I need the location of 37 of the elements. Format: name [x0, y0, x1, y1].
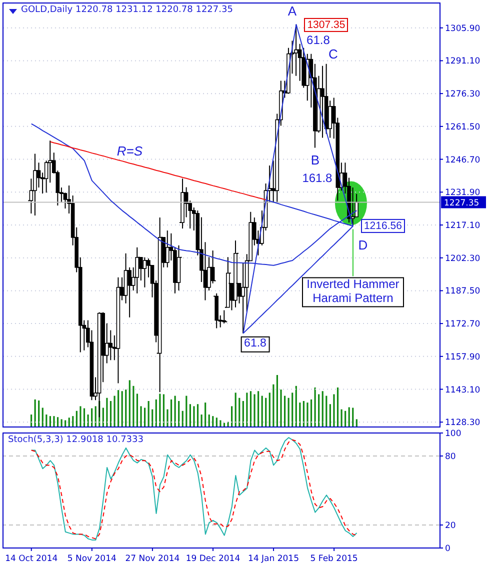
series-label: R=S: [116, 144, 143, 159]
y-tick-label: 1217.10: [445, 221, 480, 232]
y-tick-label: 1276.30: [445, 90, 480, 100]
y-tick-label: 20: [445, 521, 456, 532]
annotation: 61.8: [241, 336, 270, 352]
x-tick-label: 14 Oct 2014: [5, 554, 58, 564]
y-tick-label: 1187.50: [445, 286, 480, 297]
y-tick-label: 1246.70: [445, 155, 480, 166]
y-tick-label: 1157.90: [445, 352, 480, 362]
x-tick-label: 5 Nov 2014: [67, 554, 116, 564]
y-tick-label: 1202.30: [445, 254, 480, 264]
y-tick-label: 1305.90: [445, 24, 480, 34]
x-tick-label: 14 Jan 2015: [248, 554, 300, 564]
y-tick-label: 1231.90: [445, 188, 480, 198]
annotation: 61.8: [306, 32, 330, 48]
y-tick-label: 1128.30: [445, 418, 480, 428]
x-tick-label: 19 Dec 2014: [186, 554, 240, 564]
y-tick-label: 80: [445, 452, 456, 462]
x-tick-label: 5 Feb 2015: [310, 554, 358, 564]
annotation: A: [288, 3, 297, 20]
y-tick-label: 1291.10: [445, 56, 480, 67]
annotation: D: [358, 238, 368, 254]
annotation: C: [328, 46, 338, 62]
annotation: 1216.56: [360, 219, 405, 234]
y-tick-label: 1143.10: [445, 385, 480, 396]
annotation: 1307.35: [304, 18, 348, 32]
annotation: B: [310, 152, 320, 168]
y-tick-label: 0: [445, 544, 450, 554]
y-tick-label: 1261.50: [445, 122, 480, 132]
annotation: 161.8: [302, 170, 332, 186]
x-tick-label: 27 Nov 2014: [125, 554, 180, 564]
ref-line-label: 1227.35: [444, 198, 480, 209]
annotation: Inverted Hammer Harami Pattern: [302, 277, 404, 307]
chart-title: Stoch(5,3,3) 12.9018 10.7333: [8, 435, 144, 445]
y-tick-label: 100: [445, 429, 462, 440]
chart-title: GOLD,Daily 1220.78 1231.12 1220.78 1227.35: [21, 5, 233, 15]
y-tick-label: 1172.70: [445, 320, 480, 330]
